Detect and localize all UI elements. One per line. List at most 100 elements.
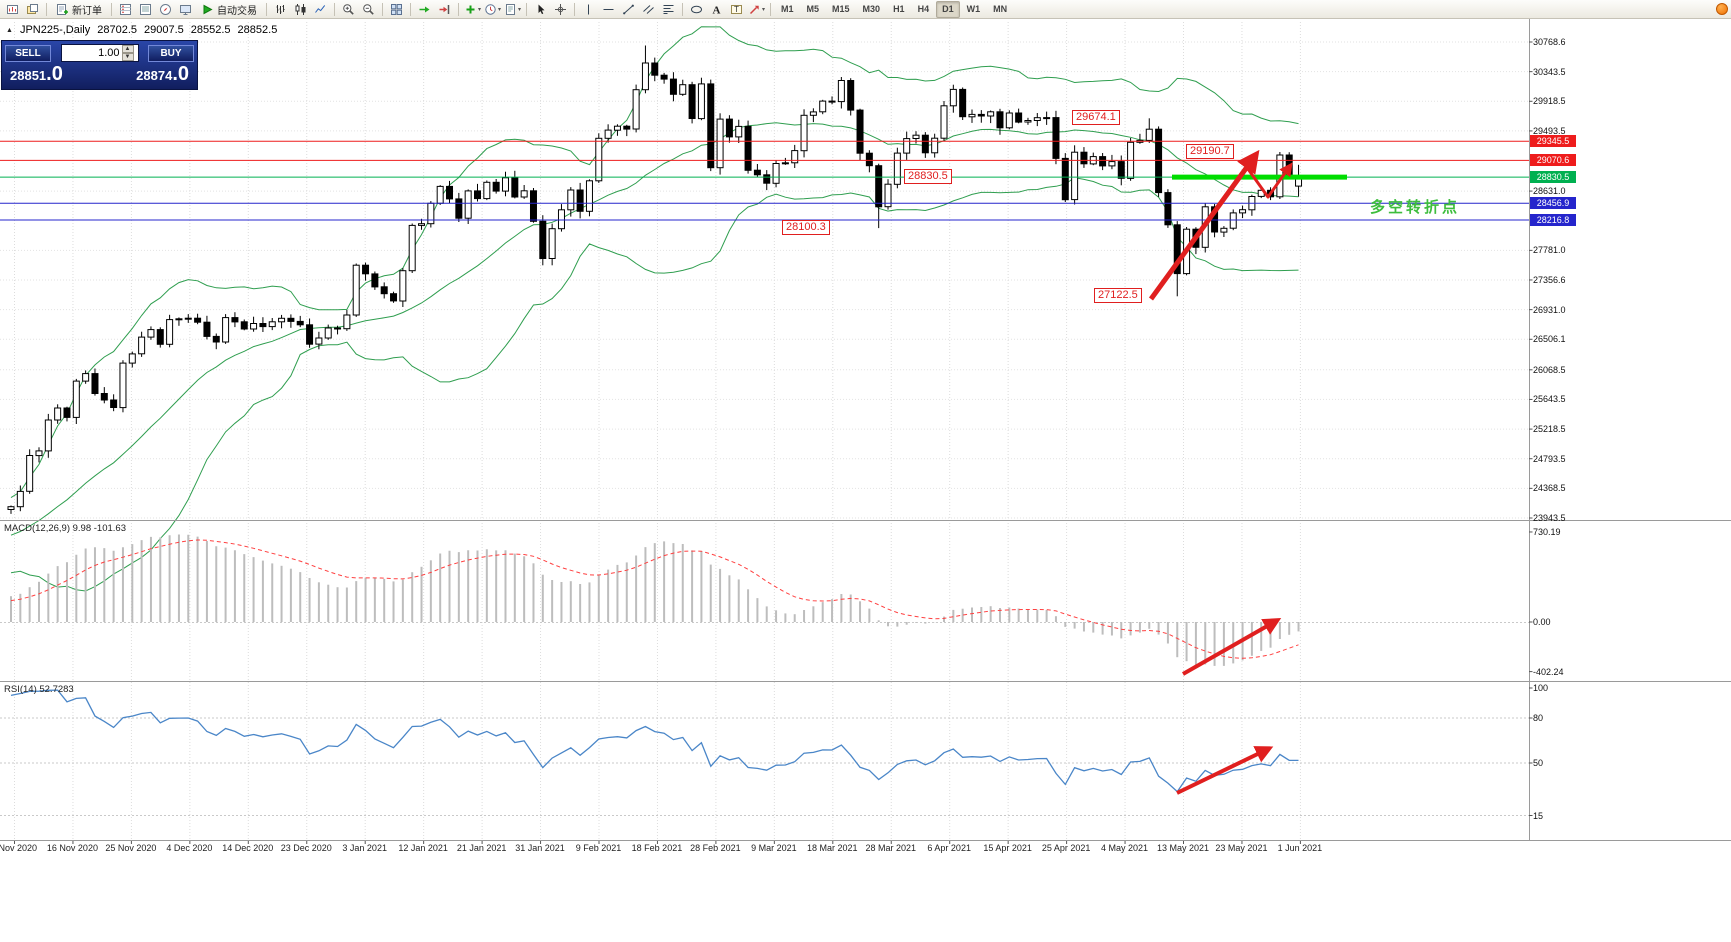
- chart-open: 28702.5: [97, 24, 138, 36]
- price-axis-label: 27781.0: [1533, 245, 1566, 256]
- date-label: 25 Nov 2020: [105, 843, 157, 853]
- macd-axis-label: 0.00: [1533, 617, 1551, 627]
- price-axis-label: 25218.5: [1533, 424, 1566, 435]
- crosshair-icon[interactable]: [551, 1, 570, 17]
- cursor-icon[interactable]: [531, 1, 550, 17]
- toolbar-separator: [334, 2, 335, 16]
- date-label: 4 Dec 2020: [166, 843, 213, 853]
- fibonacci-icon[interactable]: [659, 1, 678, 17]
- date-label: 16 Nov 2020: [46, 843, 98, 853]
- rsi-axis-label: 100: [1533, 683, 1549, 693]
- chart-close: 28852.5: [237, 24, 278, 36]
- timeframe-w1[interactable]: W1: [966, 3, 981, 14]
- date-label: 3 Jan 2021: [342, 843, 387, 853]
- sell-price[interactable]: 28851.0: [10, 63, 63, 85]
- line-chart-icon[interactable]: [311, 1, 330, 17]
- navigator-icon[interactable]: [156, 1, 175, 17]
- rsi-label: RSI(14) 52.7283: [4, 684, 74, 695]
- price-axis-badge: 29070.6: [1530, 154, 1576, 167]
- macd-axis-label: -402.24: [1533, 666, 1564, 677]
- toolbar-separator: [46, 2, 47, 16]
- price-callout[interactable]: 28100.3: [782, 220, 830, 236]
- macd-label: MACD(12,26,9) 9.98 -101.63: [4, 523, 126, 534]
- shapes-icon[interactable]: [687, 1, 706, 17]
- autotrading-button[interactable]: 自动交易: [196, 1, 262, 17]
- toolbar-separator: [111, 2, 112, 16]
- buy-button[interactable]: BUY: [148, 44, 194, 62]
- date-label: 14 Dec 2020: [222, 843, 274, 853]
- one-click-trading-panel: SELL ▲ ▼ BUY 28851.0 28874.0: [1, 40, 198, 90]
- price-callout[interactable]: 28830.5: [904, 169, 952, 185]
- date-label: 4 May 2021: [1101, 843, 1149, 853]
- auto-scroll-icon[interactable]: [415, 1, 434, 17]
- timeframe-d1[interactable]: D1: [936, 0, 960, 18]
- macd-axis-label: 730.19: [1533, 526, 1561, 537]
- timeframe-m1[interactable]: M1: [781, 3, 794, 14]
- buy-price[interactable]: 28874.0: [136, 63, 189, 85]
- date-label: 5 Nov 2020: [0, 843, 38, 853]
- price-axis-badge: 29345.5: [1530, 135, 1576, 148]
- data-window-icon[interactable]: [136, 1, 155, 17]
- new-chart-icon[interactable]: [3, 1, 22, 17]
- price-axis-badge: 28830.5: [1530, 171, 1576, 184]
- price-axis-label: 26506.1: [1533, 334, 1566, 345]
- vertical-line-icon[interactable]: [579, 1, 598, 17]
- timeframe-m5[interactable]: M5: [806, 3, 820, 14]
- chart-shift-icon[interactable]: [435, 1, 454, 17]
- candle-chart-icon[interactable]: [291, 1, 310, 17]
- rsi-axis-label: 15: [1533, 810, 1544, 821]
- date-label: 21 Jan 2021: [456, 843, 507, 853]
- price-axis-label: 30343.5: [1533, 66, 1566, 77]
- timeframe-h4[interactable]: H4: [917, 3, 930, 14]
- label-icon[interactable]: T: [727, 1, 746, 17]
- toolbar-separator: [574, 2, 575, 16]
- timeframe-h1[interactable]: H1: [893, 3, 905, 14]
- arrows-icon[interactable]: ▾: [747, 1, 766, 17]
- sell-button[interactable]: SELL: [5, 44, 51, 62]
- volume-spinner: ▲ ▼: [121, 45, 134, 61]
- date-label: 9 Mar 2021: [751, 843, 797, 853]
- indicators-icon[interactable]: ▾: [463, 1, 482, 17]
- date-label: 28 Feb 2021: [690, 843, 741, 853]
- timeframe-m30[interactable]: M30: [862, 3, 881, 14]
- timeframe-mn[interactable]: MN: [993, 3, 1008, 14]
- price-axis-label: 29918.5: [1533, 96, 1566, 107]
- price-callout[interactable]: 27122.5: [1094, 288, 1142, 304]
- chart-high: 29007.5: [144, 24, 184, 36]
- price-callout[interactable]: 29190.7: [1186, 144, 1234, 160]
- date-label: 9 Feb 2021: [575, 843, 622, 853]
- notification-icon[interactable]: [1716, 3, 1728, 15]
- one-click-toggle[interactable]: ▲: [6, 26, 13, 34]
- horizontal-line-icon[interactable]: [599, 1, 618, 17]
- market-watch-icon[interactable]: [116, 1, 135, 17]
- bar-chart-icon[interactable]: [271, 1, 290, 17]
- channel-icon[interactable]: [639, 1, 658, 17]
- text-icon[interactable]: A: [707, 1, 726, 17]
- price-axis-label: 24793.5: [1533, 453, 1566, 464]
- profiles-icon[interactable]: [23, 1, 42, 17]
- periods-icon[interactable]: ▾: [483, 1, 502, 17]
- timeframe-m15[interactable]: M15: [832, 3, 850, 14]
- tile-windows-icon[interactable]: [387, 1, 406, 17]
- volume-field: ▲ ▼: [60, 44, 139, 62]
- price-callout[interactable]: 29674.1: [1072, 110, 1120, 126]
- svg-text:A: A: [713, 4, 721, 16]
- svg-text:T: T: [734, 5, 739, 14]
- date-label: 23 May 2021: [1215, 843, 1268, 853]
- price-axis-badge: 28456.9: [1530, 197, 1576, 210]
- volume-input[interactable]: [61, 46, 122, 60]
- zoom-out-icon[interactable]: [359, 1, 378, 17]
- new-order-button[interactable]: 新订单: [51, 1, 107, 17]
- volume-decrease-button[interactable]: ▼: [121, 53, 134, 61]
- toolbar-separator: [266, 2, 267, 16]
- z​oom-in-icon[interactable]: [339, 1, 358, 17]
- date-label: 31 Jan 2021: [515, 843, 565, 853]
- trendline-icon[interactable]: [619, 1, 638, 17]
- volume-increase-button[interactable]: ▲: [121, 45, 134, 53]
- price-axis-label: 24368.5: [1533, 483, 1566, 494]
- templates-icon[interactable]: ▾: [503, 1, 522, 17]
- price-axis-label: 29493.5: [1533, 125, 1566, 136]
- turning-point-annotation[interactable]: 多空转折点: [1370, 199, 1461, 216]
- terminal-icon[interactable]: [176, 1, 195, 17]
